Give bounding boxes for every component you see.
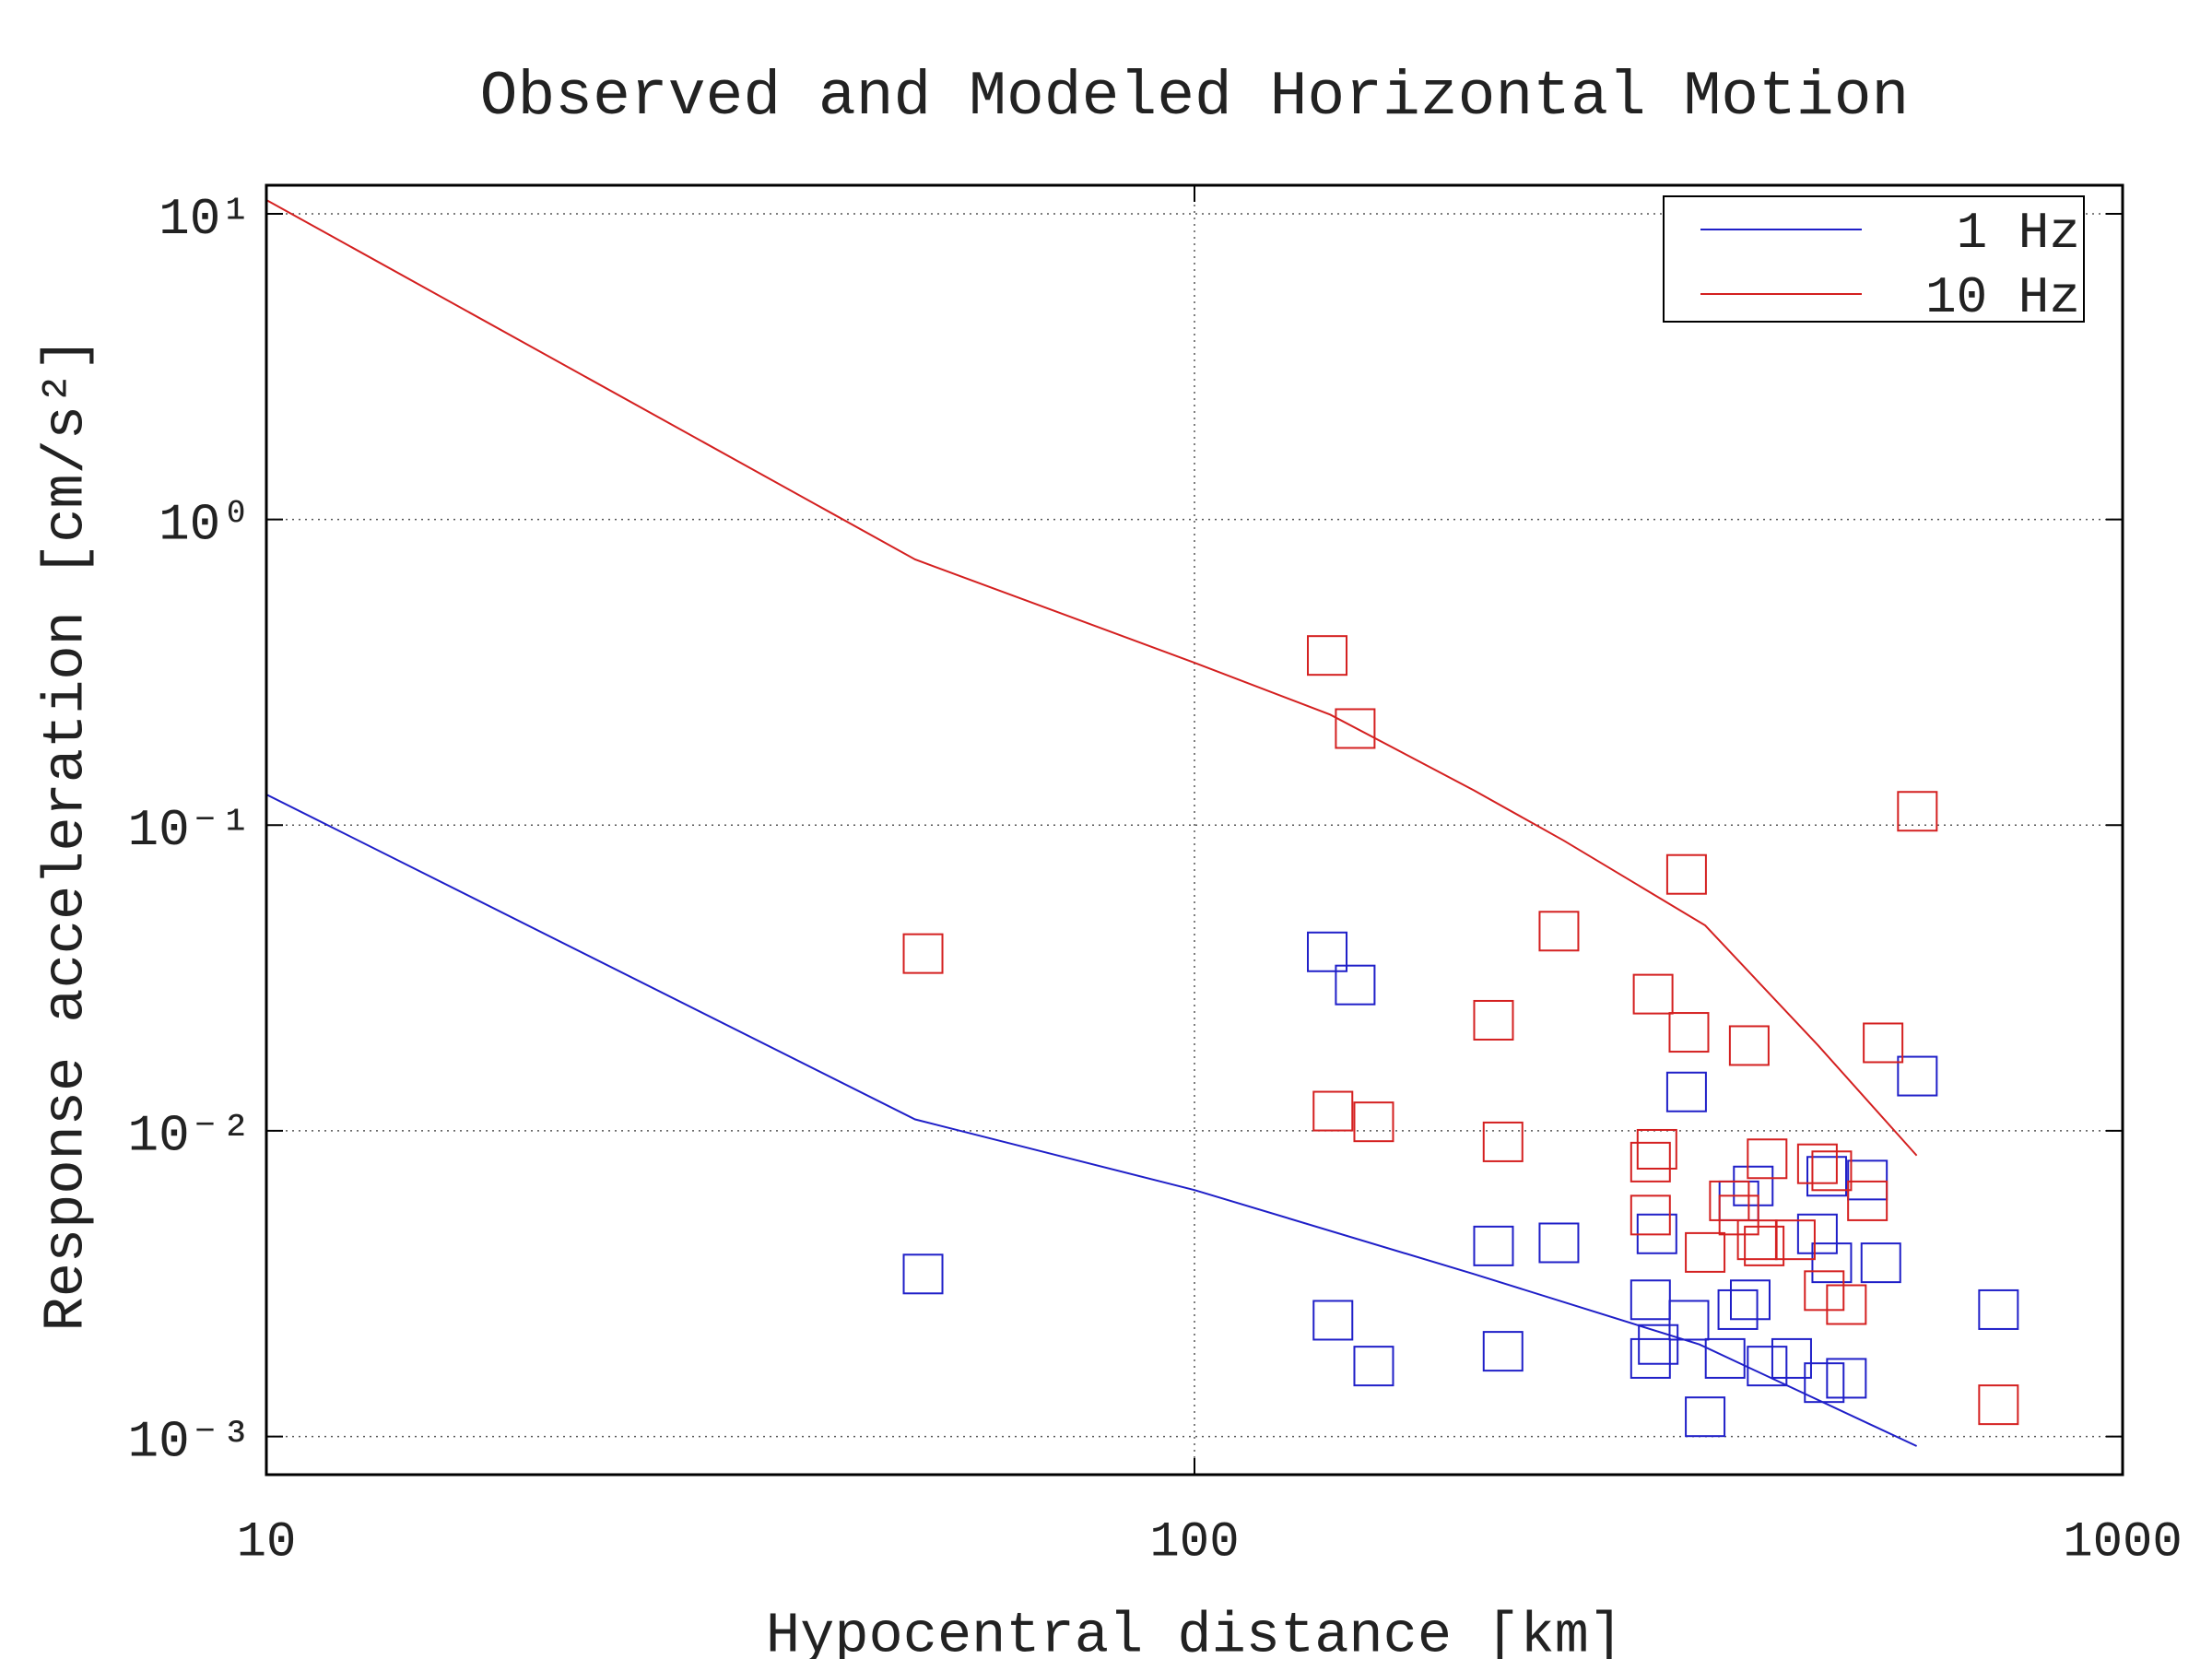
data-marker <box>1307 635 1348 677</box>
y-tick-label: 10¹ <box>159 190 252 249</box>
data-marker <box>1771 1337 1812 1379</box>
data-marker <box>1482 1121 1524 1162</box>
x-tick-label: 1000 <box>2063 1514 2183 1571</box>
data-marker <box>1796 1143 1838 1184</box>
data-marker <box>1804 1270 1845 1312</box>
data-marker <box>1482 1331 1524 1372</box>
data-marker <box>1709 1180 1750 1221</box>
data-marker <box>1897 791 1938 832</box>
data-marker <box>1860 1242 1901 1284</box>
data-marker <box>1335 964 1376 1006</box>
data-marker <box>1804 1362 1845 1404</box>
data-marker <box>1538 911 1580 952</box>
data-marker <box>1811 1150 1853 1192</box>
data-marker <box>1978 1288 2019 1330</box>
data-marker <box>1538 1222 1580 1264</box>
data-marker <box>1729 1279 1771 1321</box>
data-marker <box>1747 1346 1788 1387</box>
data-marker <box>1718 1194 1759 1236</box>
data-marker <box>1630 1194 1671 1236</box>
data-marker <box>1747 1138 1788 1180</box>
data-marker <box>1826 1358 1867 1399</box>
data-marker <box>1774 1219 1816 1261</box>
data-marker <box>902 1253 944 1295</box>
plot-frame <box>265 183 2124 1477</box>
legend-label: 10 Hz <box>1925 268 2080 327</box>
data-marker <box>1847 1180 1888 1221</box>
legend-label: 1 Hz <box>1957 204 2080 263</box>
data-marker <box>1704 1337 1746 1379</box>
data-marker <box>902 933 944 974</box>
y-tick-label: 10⁻³ <box>127 1412 252 1471</box>
data-marker <box>1665 1071 1707 1112</box>
data-marker <box>1312 1090 1354 1132</box>
data-marker <box>1847 1159 1888 1201</box>
data-marker <box>1978 1384 2019 1426</box>
data-marker <box>1632 973 1674 1015</box>
data-marker <box>1630 1279 1671 1321</box>
series-line <box>266 199 1918 1157</box>
data-marker <box>1811 1242 1853 1284</box>
data-marker <box>1353 1346 1394 1387</box>
data-marker <box>1826 1284 1867 1325</box>
data-marker <box>1744 1225 1785 1266</box>
x-tick-label: 100 <box>1149 1514 1239 1571</box>
data-marker <box>1728 1025 1770 1066</box>
chart-title: Observed and Modeled Horizontal Motion <box>480 62 1910 133</box>
legend-box <box>1663 195 2085 323</box>
data-marker <box>1685 1396 1726 1438</box>
data-marker <box>1335 708 1376 749</box>
data-marker <box>1863 1022 1904 1064</box>
series-line <box>266 794 1918 1447</box>
y-tick-label: 10⁻² <box>127 1107 252 1166</box>
data-marker <box>1685 1231 1726 1273</box>
x-tick-label: 10 <box>237 1514 297 1571</box>
y-tick-label: 10⁻¹ <box>127 801 252 860</box>
data-marker <box>1897 1055 1938 1097</box>
data-marker <box>1668 1012 1710 1053</box>
data-marker <box>1630 1141 1671 1182</box>
data-marker <box>1638 1324 1679 1365</box>
data-marker <box>1353 1101 1394 1143</box>
data-marker <box>1312 1300 1354 1341</box>
data-marker <box>1307 931 1348 972</box>
data-marker <box>1806 1156 1848 1197</box>
data-marker <box>1630 1337 1671 1379</box>
data-marker <box>1665 853 1707 895</box>
data-marker <box>1668 1300 1710 1341</box>
data-marker <box>1636 1128 1677 1170</box>
data-marker <box>1717 1288 1759 1330</box>
y-tick-label: 10⁰ <box>159 495 252 554</box>
data-marker <box>1733 1165 1774 1206</box>
y-axis-label: Response acceleration [cm/s²] <box>33 337 99 1332</box>
plot-area <box>266 199 2019 1447</box>
x-axis-label: Hypocentral distance [km] <box>766 1603 1623 1659</box>
data-marker <box>1473 1225 1514 1266</box>
data-marker <box>1473 999 1514 1041</box>
data-marker <box>1796 1213 1838 1254</box>
